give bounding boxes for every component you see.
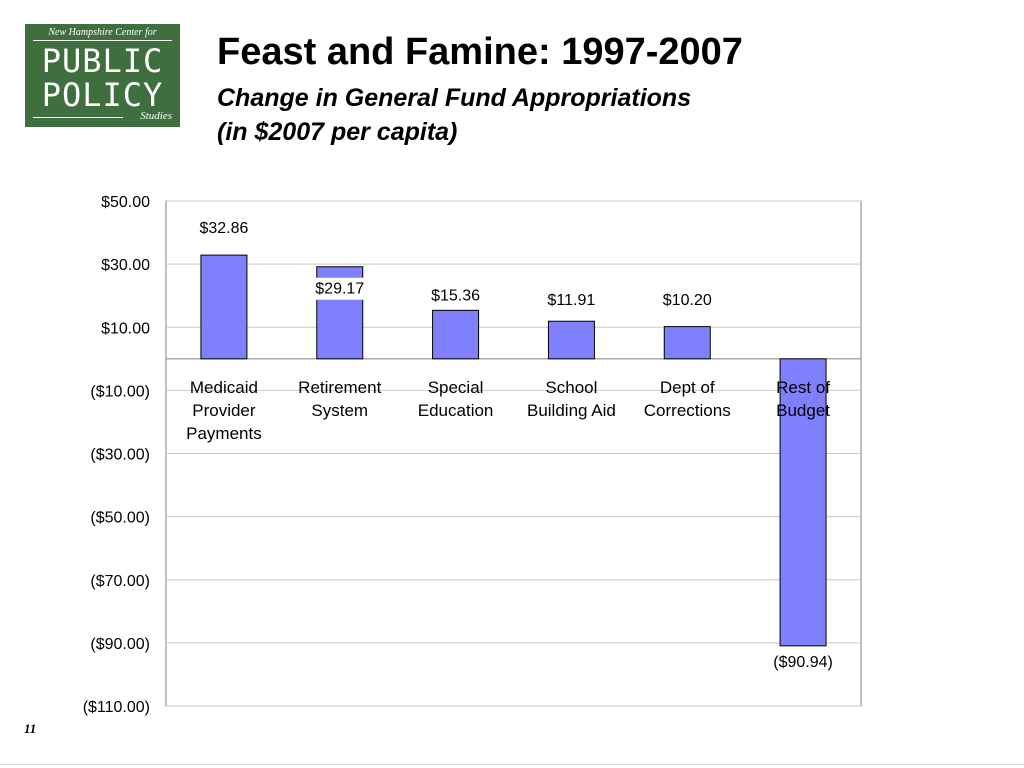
data-label-bg: [303, 277, 376, 300]
category-label: Dept of Corrections: [644, 378, 731, 420]
page-title: Feast and Famine: 1997-2007: [217, 31, 743, 73]
logo-line2: POLICY: [41, 76, 164, 114]
data-label-bg: [767, 650, 840, 673]
data-label-bg: [419, 284, 492, 307]
y-tick-label: $30.00: [101, 257, 150, 274]
data-label: ($90.94): [773, 654, 833, 671]
y-tick-label: ($70.00): [90, 573, 150, 590]
data-label: $29.17: [315, 281, 364, 298]
chart-subtitle-line2: (in $2007 per capita): [217, 118, 458, 146]
data-label: $15.36: [431, 287, 480, 304]
y-tick-label: $50.00: [101, 194, 150, 211]
y-tick-label: ($90.00): [90, 636, 150, 653]
page-number: 11: [24, 721, 37, 736]
category-label: Special Education: [418, 378, 494, 420]
y-tick-label: ($110.00): [83, 699, 150, 716]
logo-line1: PUBLIC: [41, 42, 164, 80]
bar: [779, 358, 827, 647]
data-label: $10.20: [663, 292, 712, 309]
category-label: School Building Aid: [527, 378, 616, 420]
category-label: Medicaid Provider Payments: [186, 378, 262, 443]
bar: [663, 326, 711, 360]
chart-subtitle-line1: Change in General Fund Appropriations: [217, 84, 692, 112]
y-tick-label: ($50.00): [90, 510, 150, 527]
logo-bottom-divider: [33, 117, 123, 118]
y-tick-label: ($30.00): [90, 447, 150, 464]
category-label: Rest of Budget: [776, 378, 830, 420]
bar: [547, 320, 595, 360]
bar: [432, 309, 480, 360]
data-label-bg: [535, 288, 608, 311]
footer-divider: [0, 764, 1024, 765]
data-label-bg: [187, 217, 260, 240]
y-tick-label: $10.00: [101, 320, 150, 337]
category-label: Retirement System: [298, 378, 381, 420]
logo: New Hampshire Center for PUBLIC POLICY S…: [25, 24, 180, 127]
logo-divider: [33, 40, 172, 41]
data-label: $11.91: [548, 292, 596, 309]
bar: [200, 254, 248, 360]
data-label: $32.86: [199, 220, 248, 237]
data-label-bg: [651, 288, 724, 311]
logo-bottom-text: Studies: [140, 110, 172, 122]
logo-top-text: New Hampshire Center for: [48, 27, 157, 38]
y-tick-label: ($10.00): [90, 383, 150, 400]
